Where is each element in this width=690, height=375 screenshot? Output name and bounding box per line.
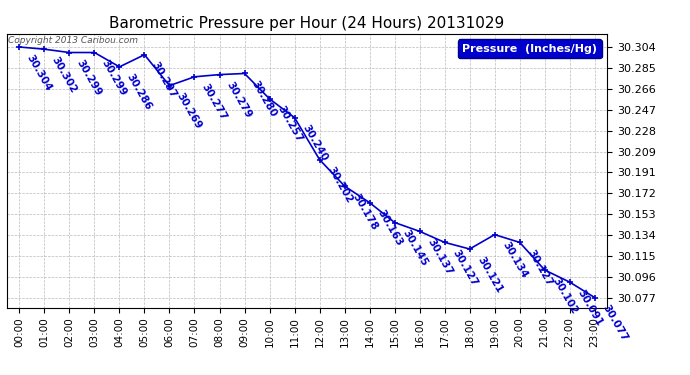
Text: 30.279: 30.279 (225, 80, 254, 120)
Text: 30.304: 30.304 (25, 53, 54, 93)
Text: 30.299: 30.299 (75, 58, 103, 98)
Legend: Pressure  (Inches/Hg): Pressure (Inches/Hg) (457, 39, 602, 58)
Text: 30.145: 30.145 (400, 228, 429, 268)
Text: 30.297: 30.297 (150, 60, 179, 100)
Text: 30.240: 30.240 (300, 123, 329, 163)
Text: 30.302: 30.302 (50, 55, 79, 94)
Text: 30.202: 30.202 (325, 165, 354, 205)
Text: 30.257: 30.257 (275, 104, 304, 144)
Title: Barometric Pressure per Hour (24 Hours) 20131029: Barometric Pressure per Hour (24 Hours) … (110, 16, 504, 31)
Text: 30.091: 30.091 (575, 288, 604, 327)
Text: 30.286: 30.286 (125, 72, 154, 112)
Text: 30.134: 30.134 (500, 240, 529, 280)
Text: 30.137: 30.137 (425, 237, 454, 277)
Text: 30.299: 30.299 (100, 58, 128, 98)
Text: 30.077: 30.077 (600, 303, 629, 343)
Text: Copyright 2013 Caribou.com: Copyright 2013 Caribou.com (8, 36, 137, 45)
Text: 30.280: 30.280 (250, 79, 279, 119)
Text: 30.102: 30.102 (550, 276, 579, 315)
Text: 30.269: 30.269 (175, 91, 204, 131)
Text: 30.121: 30.121 (475, 255, 504, 294)
Text: 30.163: 30.163 (375, 208, 404, 248)
Text: 30.277: 30.277 (200, 82, 229, 122)
Text: 30.127: 30.127 (450, 248, 479, 288)
Text: 30.127: 30.127 (525, 248, 554, 288)
Text: 30.178: 30.178 (350, 192, 379, 232)
